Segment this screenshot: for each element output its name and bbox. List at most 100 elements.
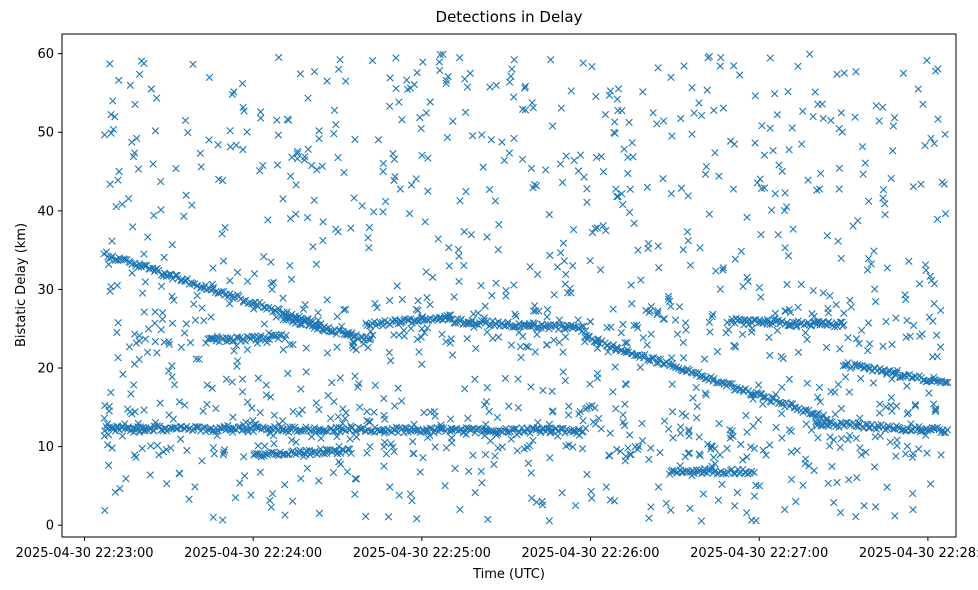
data-point	[269, 278, 278, 287]
data-point	[812, 414, 820, 422]
data-point	[819, 289, 828, 297]
data-point	[765, 441, 774, 449]
data-point	[592, 153, 601, 162]
data-point	[157, 326, 165, 334]
data-point	[512, 312, 520, 320]
data-point	[165, 338, 173, 346]
data-point	[478, 131, 486, 139]
data-point	[141, 278, 150, 286]
data-point	[436, 66, 444, 75]
data-point	[676, 429, 685, 437]
data-point	[462, 424, 471, 432]
data-point	[781, 307, 789, 315]
data-point	[664, 295, 673, 303]
data-point	[592, 92, 600, 101]
data-point	[630, 321, 638, 330]
data-point	[374, 136, 383, 144]
data-point	[940, 429, 948, 437]
data-point	[855, 418, 863, 427]
data-point	[510, 55, 518, 64]
data-point	[132, 134, 141, 143]
data-point	[346, 426, 354, 434]
data-point	[454, 245, 463, 254]
data-point	[642, 306, 650, 315]
data-point	[695, 433, 703, 441]
data-point	[155, 451, 163, 459]
data-point	[739, 282, 747, 291]
data-point	[777, 352, 786, 361]
data-point	[311, 428, 320, 437]
data-point	[242, 418, 250, 426]
data-point	[893, 369, 901, 377]
data-point	[738, 330, 747, 339]
data-point	[335, 442, 343, 451]
data-point	[343, 468, 352, 476]
data-point	[442, 337, 450, 346]
data-point	[591, 337, 599, 346]
data-point	[380, 394, 388, 403]
data-point	[711, 149, 719, 157]
data-point	[369, 208, 378, 216]
data-point	[464, 414, 472, 422]
data-point	[793, 446, 801, 455]
data-point	[835, 185, 843, 193]
data-point	[635, 443, 643, 451]
data-point	[446, 339, 454, 347]
data-point	[844, 435, 852, 444]
data-point	[713, 347, 722, 356]
data-point	[326, 414, 335, 423]
data-point	[220, 448, 228, 456]
data-point	[545, 517, 553, 525]
data-point	[436, 50, 444, 59]
data-point	[190, 300, 198, 308]
data-point	[346, 435, 354, 443]
data-point	[803, 379, 811, 388]
data-point	[513, 446, 521, 455]
data-point	[686, 468, 695, 476]
data-point	[555, 316, 564, 324]
data-point	[836, 508, 845, 517]
data-point	[709, 453, 718, 461]
data-point	[146, 471, 154, 479]
data-point	[138, 444, 146, 453]
data-point	[680, 62, 688, 70]
data-point	[893, 366, 902, 375]
data-point	[273, 161, 282, 169]
data-point	[679, 338, 687, 347]
data-point	[168, 240, 176, 249]
data-point	[489, 334, 497, 343]
data-point	[342, 77, 350, 85]
data-point	[291, 319, 300, 327]
data-point	[289, 407, 297, 416]
data-point	[315, 127, 323, 135]
data-point	[445, 243, 453, 252]
data-point	[671, 316, 680, 324]
data-point	[165, 411, 173, 419]
data-point	[270, 422, 279, 431]
data-point	[667, 302, 675, 311]
data-point	[130, 451, 139, 459]
data-point	[206, 334, 214, 343]
data-point	[450, 293, 458, 301]
data-point	[716, 62, 724, 70]
data-point	[890, 114, 899, 122]
data-point	[756, 175, 764, 183]
data-point	[493, 413, 502, 422]
data-point	[262, 381, 271, 389]
data-point	[709, 310, 717, 319]
data-point	[220, 446, 229, 454]
data-point	[631, 443, 640, 451]
data-point	[550, 291, 558, 299]
data-point	[422, 109, 430, 117]
data-point	[212, 404, 220, 413]
data-point	[423, 324, 432, 332]
data-point	[614, 106, 622, 115]
data-point	[931, 67, 940, 75]
data-point	[834, 380, 842, 389]
data-point	[168, 292, 176, 301]
data-point	[823, 321, 831, 330]
data-point	[158, 315, 167, 324]
data-point	[132, 453, 140, 461]
data-point	[323, 349, 332, 357]
data-point	[114, 319, 122, 327]
